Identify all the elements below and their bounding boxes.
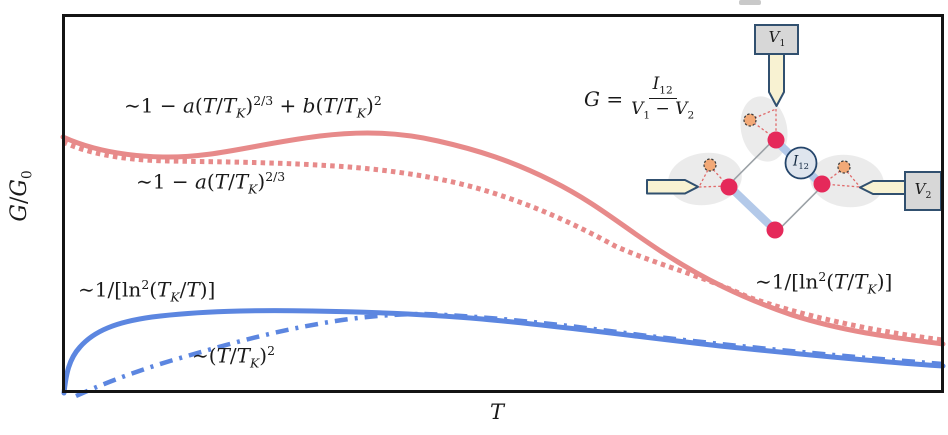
current-probe-circle [784,146,818,180]
annotation-red-solid: ∼1 − a(T/TK)2/3 + b(T/TK)2 [124,93,382,121]
red-curves-group [60,130,946,347]
conductance-formula: G = I12 V1 − V2 [584,75,695,122]
blue-curves-group [61,308,946,399]
annotation-red-high-t: ∼1/[ln2(T/TK)] [755,269,893,297]
lead-top [768,53,785,107]
quantum-dots-group [720,131,831,239]
quantum-dot-bottom [766,221,784,239]
quantum-dot-left [720,178,738,196]
red-dotted-curve [61,139,944,343]
stray-mark [739,0,761,5]
formula-numerator: I12 [648,75,677,100]
leads-group [646,53,906,195]
plot-frame [62,14,944,393]
formula-denominator: V1 − V2 [631,99,695,122]
formula-lhs: G = [584,86,624,111]
v1-terminal-label: V1 [768,27,786,49]
blue-dashdot-curve [75,311,944,399]
y-axis-label: G/G0 [7,170,36,222]
formula-fraction: I12 V1 − V2 [631,75,695,122]
bond-left-bottom [726,183,779,234]
lead-left [646,179,699,195]
terminal-box-v1 [754,24,799,55]
quantum-dot-right [813,175,831,193]
blue-solid-curve [61,308,946,396]
annotation-blue-dashdot: ∼(T/TK)2 [192,343,275,371]
annotation-blue-solid: ∼1/[ln2(TK/T)] [78,277,216,305]
quantum-dot-top [767,131,785,149]
device-schematic [646,24,942,239]
shadow-ellipse-right [810,154,884,208]
current-probe-label: I12 [793,153,809,172]
impurity-site-top [743,113,757,127]
impurity-site-right [837,160,851,174]
impurity-site-left [703,158,717,172]
v2-terminal-label: V2 [914,179,932,201]
x-axis-label: T [489,400,505,425]
shadow-ellipse-top [740,96,788,162]
red-solid-curve [60,130,946,347]
annotation-red-dotted: ∼1 − a(T/TK)2/3 [136,169,286,197]
impurity-sites-group [703,113,851,174]
